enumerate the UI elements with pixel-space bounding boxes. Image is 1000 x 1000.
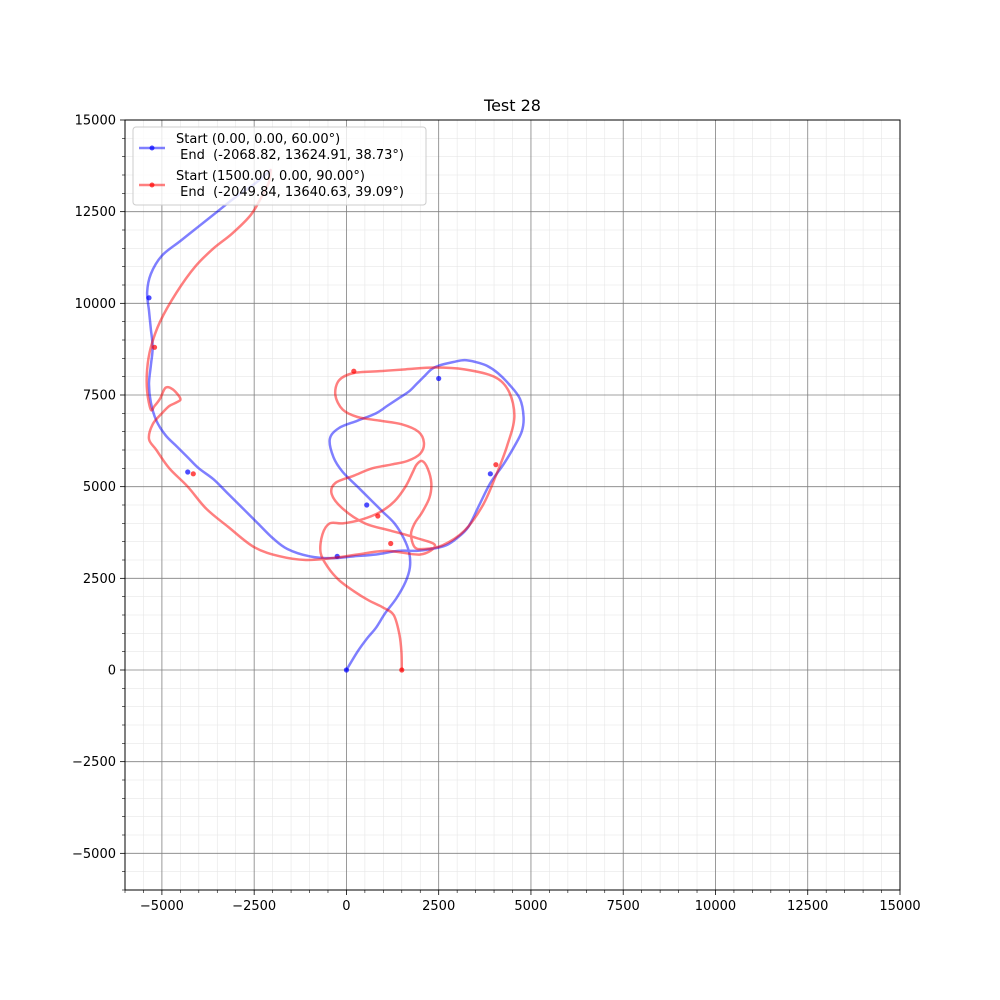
series-line-red bbox=[145, 168, 516, 672]
series-line-blue bbox=[145, 169, 525, 672]
y-tick-label: 10000 bbox=[75, 297, 116, 312]
x-tick-label: 2500 bbox=[422, 899, 455, 914]
y-tick-label: 2500 bbox=[83, 572, 116, 587]
series-marker-red bbox=[493, 462, 499, 468]
x-tick-label: 12500 bbox=[787, 899, 828, 914]
y-tick-label: −2500 bbox=[72, 755, 116, 770]
legend-marker-blue bbox=[149, 145, 155, 151]
y-tick-label: −5000 bbox=[72, 847, 116, 862]
y-tick-label: 0 bbox=[108, 664, 116, 679]
y-tick-label: 5000 bbox=[83, 480, 116, 495]
legend: Start (0.00, 0.00, 60.00°) End (-2068.82… bbox=[132, 126, 427, 206]
legend-marker-red bbox=[149, 182, 155, 188]
series-layer bbox=[145, 168, 525, 673]
y-tick-label: 7500 bbox=[83, 389, 116, 404]
series-marker-red bbox=[351, 368, 357, 374]
x-tick-label: 15000 bbox=[879, 899, 920, 914]
chart-title: Test 28 bbox=[483, 96, 541, 115]
series-marker-red bbox=[151, 344, 158, 350]
legend-entry-red-line1: Start (1500.00, 0.00, 90.00°) bbox=[176, 169, 365, 184]
y-tick-label: 15000 bbox=[75, 114, 116, 129]
series-marker-red bbox=[399, 667, 405, 673]
legend-entry-blue-line2: End (-2068.82, 13624.91, 38.73°) bbox=[176, 148, 404, 163]
series-marker-red bbox=[190, 471, 196, 477]
x-tick-label: 10000 bbox=[695, 899, 736, 914]
y-tick-label: 12500 bbox=[75, 205, 116, 220]
series-marker-blue bbox=[436, 375, 442, 382]
series-marker-blue bbox=[487, 471, 493, 477]
x-tick-label: 5000 bbox=[514, 899, 547, 914]
x-tick-label: 0 bbox=[342, 899, 350, 914]
axis-ticks: −5000 −2500 0 2500 5000 7500 10000 12500 15000 −5… bbox=[72, 114, 921, 915]
legend-box bbox=[132, 126, 427, 206]
legend-entry-red-line2: End (-2049.84, 13640.63, 39.09°) bbox=[176, 185, 404, 200]
series-marker-blue bbox=[185, 469, 191, 475]
series-marker-blue bbox=[364, 502, 370, 508]
x-tick-label: −2500 bbox=[232, 899, 276, 914]
series-marker-blue bbox=[343, 667, 350, 673]
x-tick-label: 7500 bbox=[607, 899, 640, 914]
x-tick-label: −5000 bbox=[140, 899, 184, 914]
series-marker-red bbox=[375, 513, 381, 519]
series-marker-blue bbox=[146, 295, 152, 301]
series-marker-red bbox=[388, 540, 394, 547]
legend-entry-blue-line1: Start (0.00, 0.00, 60.00°) bbox=[176, 132, 340, 147]
